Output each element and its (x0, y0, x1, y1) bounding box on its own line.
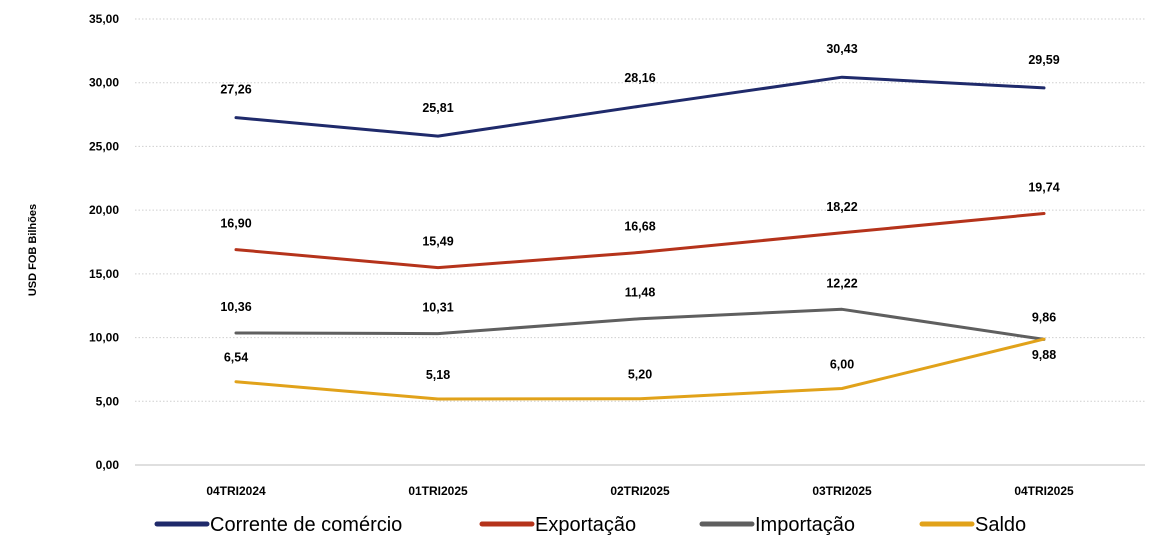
legend-label: Exportação (535, 514, 636, 536)
data-label: 16,68 (624, 219, 655, 233)
data-label: 16,90 (220, 217, 251, 231)
data-label: 5,20 (628, 368, 652, 382)
data-label: 9,86 (1032, 310, 1056, 324)
y-tick-label: 35,00 (89, 12, 119, 26)
x-tick-label: 02TRI2025 (610, 484, 670, 498)
data-label: 28,16 (624, 71, 655, 85)
y-tick-label: 30,00 (89, 76, 119, 90)
data-label: 29,59 (1028, 53, 1059, 67)
series-line (234, 307, 1046, 341)
data-label: 6,00 (830, 358, 854, 372)
data-label: 19,74 (1028, 180, 1059, 194)
data-label: 25,81 (422, 101, 453, 115)
data-label: 10,31 (422, 301, 453, 315)
legend-label: Saldo (975, 514, 1026, 536)
y-axis-ticks: 0,00 5,00 10,00 15,00 20,00 25,00 30,00 35,00 (89, 12, 119, 472)
x-tick-label: 03TRI2025 (812, 484, 872, 498)
series-lines (234, 75, 1046, 401)
y-tick-label: 0,00 (96, 458, 120, 472)
y-tick-label: 15,00 (89, 267, 119, 281)
series-line (234, 75, 1046, 138)
data-label: 12,22 (826, 276, 857, 290)
y-tick-label: 10,00 (89, 331, 119, 345)
data-labels: 27,26 25,81 28,16 30,43 29,59 16,90 15,49 16,68… (220, 42, 1059, 382)
legend-label: Corrente de comércio (210, 514, 402, 536)
y-axis-label: USD FOB Bilhões (27, 204, 39, 296)
data-label: 27,26 (220, 83, 251, 97)
gridlines (135, 18, 1145, 466)
series-line (234, 337, 1046, 401)
data-label: 15,49 (422, 235, 453, 249)
legend-label: Importação (755, 514, 855, 536)
data-label: 9,88 (1032, 348, 1056, 362)
y-tick-label: 25,00 (89, 139, 119, 153)
x-tick-label: 01TRI2025 (408, 484, 468, 498)
data-label: 5,18 (426, 368, 450, 382)
x-axis-ticks: 04TRI2024 01TRI2025 02TRI2025 03TRI2025 04TR… (206, 484, 1074, 498)
x-tick-label: 04TRI2024 (206, 484, 266, 498)
y-tick-label: 20,00 (89, 203, 119, 217)
data-label: 10,36 (220, 300, 251, 314)
y-tick-label: 5,00 (96, 394, 120, 408)
x-tick-label: 04TRI2025 (1014, 484, 1074, 498)
series-line (234, 212, 1046, 270)
data-label: 11,48 (625, 286, 656, 300)
data-label: 6,54 (224, 351, 248, 365)
data-label: 30,43 (826, 42, 857, 56)
legend: Corrente de comércio Exportação Importação… (154, 514, 1026, 536)
data-label: 18,22 (826, 200, 857, 214)
